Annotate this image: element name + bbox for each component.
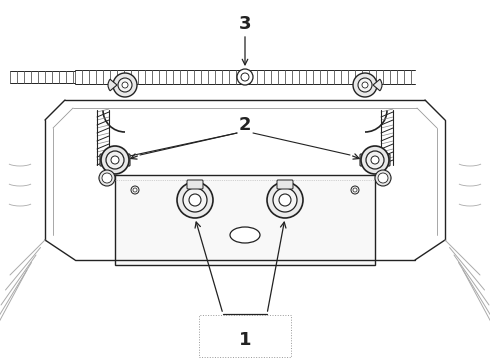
Circle shape [133,188,137,192]
Circle shape [371,156,379,164]
Circle shape [122,82,128,88]
Circle shape [189,194,201,206]
Circle shape [113,73,137,97]
Circle shape [267,182,303,218]
Circle shape [111,156,119,164]
FancyBboxPatch shape [100,154,130,166]
Wedge shape [373,79,382,91]
Circle shape [351,186,359,194]
Circle shape [237,69,253,85]
Wedge shape [108,79,117,91]
Circle shape [131,186,139,194]
Circle shape [362,82,368,88]
Circle shape [361,146,389,174]
Circle shape [273,188,297,212]
Circle shape [353,73,377,97]
Circle shape [241,73,249,81]
Circle shape [99,170,115,186]
Circle shape [375,170,391,186]
Text: 2: 2 [239,116,251,134]
Circle shape [106,151,124,169]
Circle shape [358,78,372,92]
Circle shape [183,188,207,212]
Circle shape [378,173,388,183]
Bar [115,175,375,265]
Circle shape [177,182,213,218]
FancyBboxPatch shape [187,180,203,189]
Circle shape [353,188,357,192]
Ellipse shape [230,227,260,243]
Circle shape [101,146,129,174]
FancyBboxPatch shape [277,180,293,189]
Circle shape [118,78,132,92]
Circle shape [102,173,112,183]
Text: 1: 1 [239,331,251,349]
Circle shape [279,194,291,206]
Circle shape [366,151,384,169]
Text: 3: 3 [239,15,251,33]
FancyBboxPatch shape [360,154,390,166]
